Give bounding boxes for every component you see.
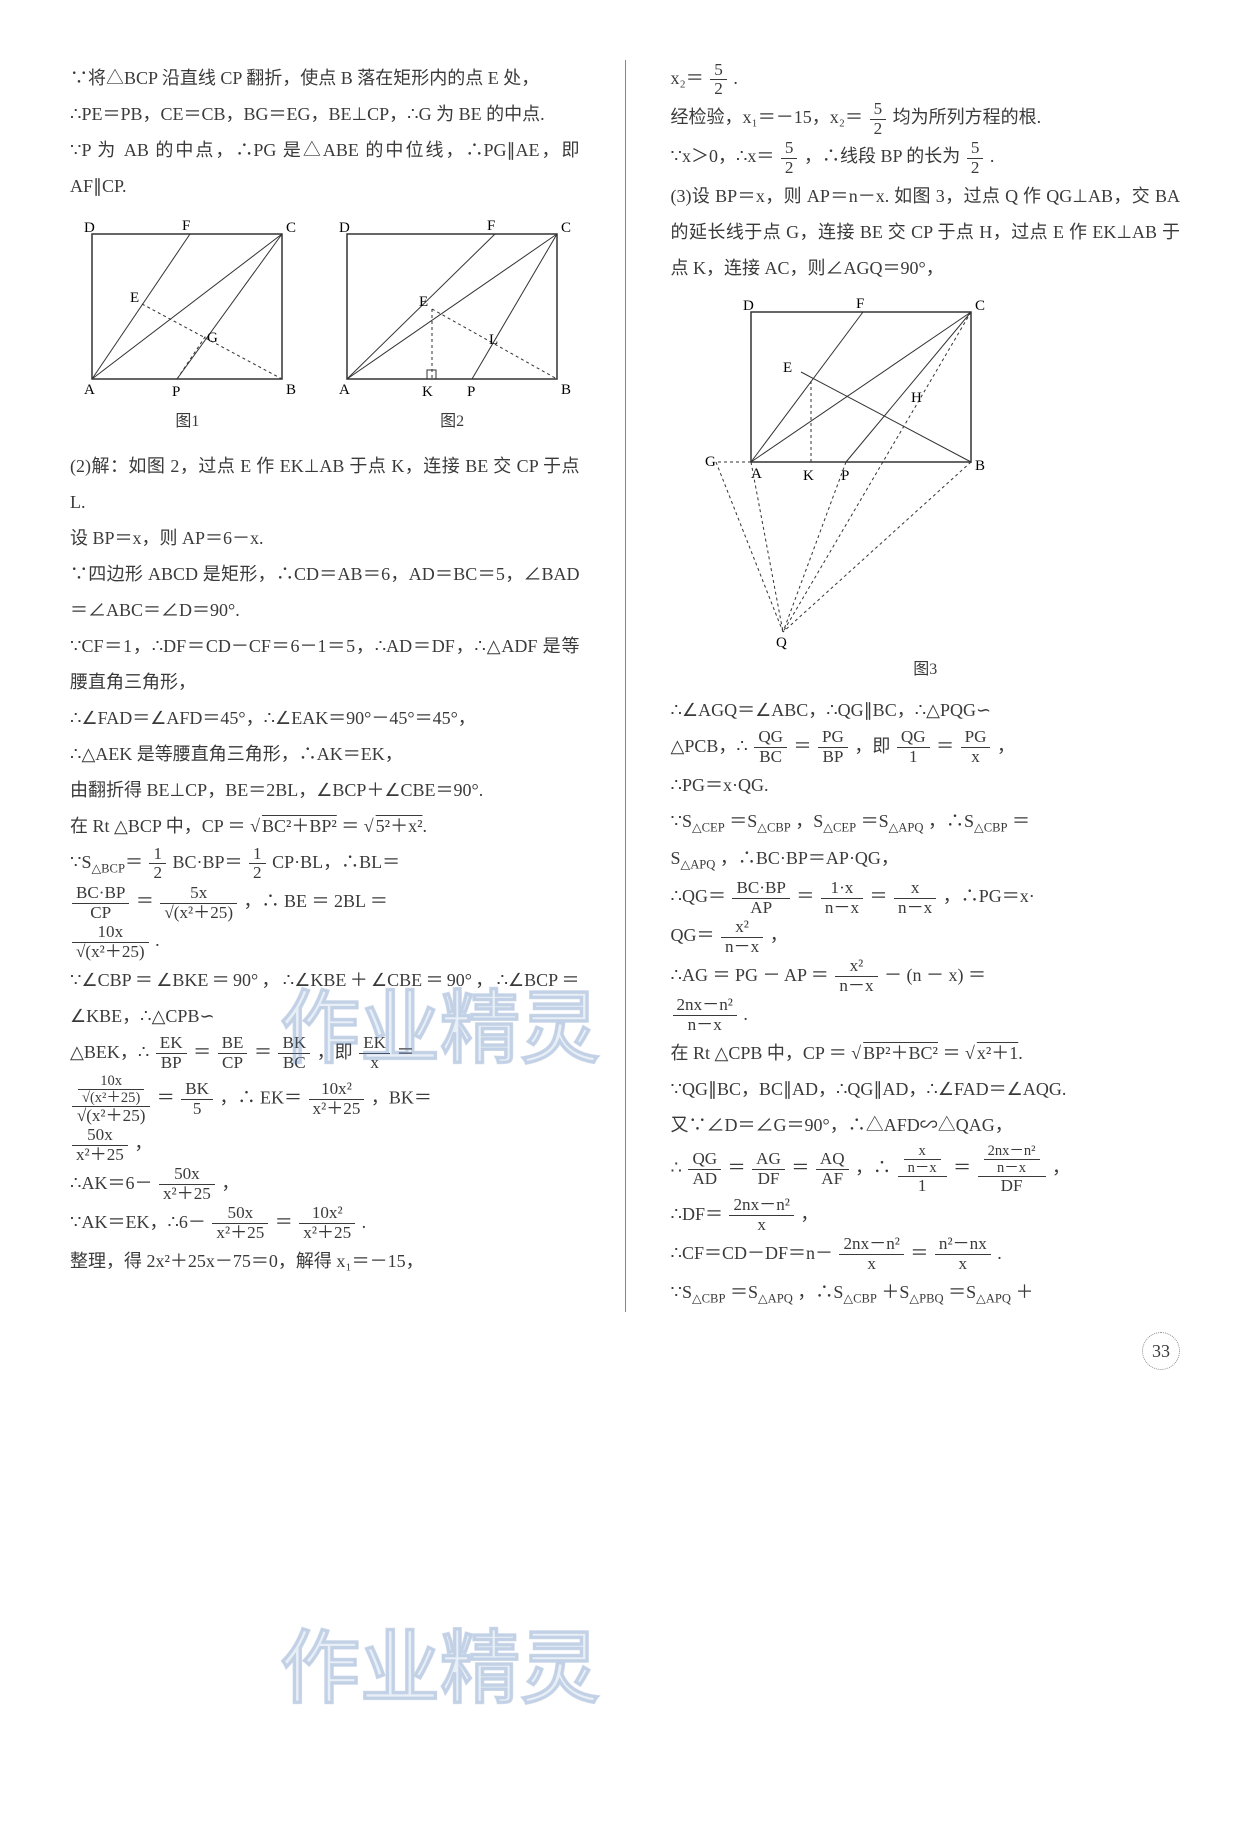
- text-line: 在 Rt △CPB 中，CP ＝ √BP²＋BC² ＝ √x²＋1.: [671, 1035, 1181, 1071]
- svg-text:F: F: [856, 296, 864, 312]
- fig2-svg: D F C A K P B E L: [327, 214, 577, 404]
- fig2-caption: 图2: [327, 406, 577, 438]
- text-line: x₂＝ 52 .: [671, 60, 1181, 99]
- text-line: ∵S△CEP ＝S△CBP ，S△CEP ＝S△APQ ，∴S△CBP ＝: [671, 803, 1181, 841]
- text-line: 整理，得 2x²＋25x－75＝0，解得 x₁＝－15，: [70, 1243, 580, 1279]
- text-line: ∵AK＝EK，∴6－ 50xx²＋25 ＝ 10x²x²＋25 .: [70, 1204, 580, 1243]
- text-line: ∴PE＝PB，CE＝CB，BG＝EG，BE⊥CP，∴G 为 BE 的中点.: [70, 96, 580, 132]
- text-line: QG＝ x²n－x ，: [671, 917, 1181, 956]
- text-line: △BEK，∴ EKBP ＝ BECP ＝ BKBC ，即 EKx ＝: [70, 1034, 580, 1073]
- page-number: 33: [70, 1332, 1180, 1370]
- text-line: ∵P 为 AB 的中点，∴PG 是△ABE 的中位线，∴PG∥AE，即 AF∥C…: [70, 132, 580, 204]
- text-line: (2)解：如图 2，过点 E 作 EK⊥AB 于点 K，连接 BE 交 CP 于…: [70, 448, 580, 520]
- text-line: ∵将△BCP 沿直线 CP 翻折，使点 B 落在矩形内的点 E 处，: [70, 60, 580, 96]
- text-line: 10x√(x²＋25) √(x²＋25) ＝ BK5 ，∴ EK＝ 10x²x²…: [70, 1073, 580, 1126]
- svg-text:C: C: [975, 298, 985, 314]
- text-line: ∴DF＝ 2nx－n²x ，: [671, 1196, 1181, 1235]
- svg-text:P: P: [467, 384, 475, 400]
- svg-text:D: D: [84, 220, 95, 236]
- text-line: 经检验，x₁＝－15，x₂＝ 52 均为所列方程的根.: [671, 99, 1181, 138]
- svg-text:E: E: [130, 290, 139, 306]
- text-line: ∵CF＝1，∴DF＝CD－CF＝6－1＝5，∴AD＝DF，∴△ADF 是等腰直角…: [70, 628, 580, 700]
- svg-text:H: H: [911, 390, 922, 406]
- text-line: 50xx²＋25 ，: [70, 1125, 580, 1164]
- fig1-svg: D F C A P B E G: [72, 214, 302, 404]
- svg-text:D: D: [339, 220, 350, 236]
- fig3-caption: 图3: [671, 654, 1181, 686]
- text-line: (3)设 BP＝x，则 AP＝n－x. 如图 3，过点 Q 作 QG⊥AB，交 …: [671, 178, 1181, 286]
- text-line: 10x√(x²＋25) .: [70, 922, 580, 961]
- text-line: ∵S△CBP ＝S△APQ ，∴S△CBP ＋S△PBQ ＝S△APQ ＋: [671, 1274, 1181, 1312]
- text-line: 设 BP＝x，则 AP＝6－x.: [70, 520, 580, 556]
- text-line: 由翻折得 BE⊥CP，BE＝2BL，∠BCP＋∠CBE＝90°.: [70, 772, 580, 808]
- svg-text:E: E: [783, 360, 792, 376]
- figure-row: D F C A P B E G 图1 D F C A: [70, 214, 580, 438]
- svg-text:E: E: [419, 294, 428, 310]
- text-line: ∴CF＝CD－DF＝n－ 2nx－n²x ＝ n²－nxx .: [671, 1235, 1181, 1274]
- svg-text:C: C: [561, 220, 571, 236]
- svg-text:K: K: [422, 384, 433, 400]
- svg-text:P: P: [841, 468, 849, 484]
- text-line: S△APQ ，∴BC·BP＝AP·QG，: [671, 840, 1181, 878]
- text-line: △PCB，∴ QGBC ＝ PGBP ，即 QG1 ＝ PGx ，: [671, 728, 1181, 767]
- text-line: 在 Rt △BCP 中，CP ＝ √BC²＋BP² ＝ √5²＋x².: [70, 808, 580, 844]
- svg-text:F: F: [182, 218, 190, 234]
- text-line: ∴PG＝x·QG.: [671, 767, 1181, 803]
- right-column: x₂＝ 52 . 经检验，x₁＝－15，x₂＝ 52 均为所列方程的根. ∵x＞…: [671, 60, 1181, 1312]
- text-line: ∴ QGAD ＝ AGDF ＝ AQAF ，∴ xn－x 1 ＝ 2nx－n²n…: [671, 1143, 1181, 1196]
- svg-text:C: C: [286, 220, 296, 236]
- svg-text:D: D: [743, 298, 754, 314]
- page-columns: ∵将△BCP 沿直线 CP 翻折，使点 B 落在矩形内的点 E 处， ∴PE＝P…: [70, 60, 1180, 1312]
- svg-text:B: B: [561, 382, 571, 398]
- text-line: ∴QG＝ BC·BPAP ＝ 1·xn－x ＝ xn－x ，∴PG＝x·: [671, 878, 1181, 917]
- text-line: ∴△AEK 是等腰直角三角形，∴AK＝EK，: [70, 736, 580, 772]
- text-line: ∴∠AGQ＝∠ABC，∴QG∥BC，∴△PQG∽: [671, 692, 1181, 728]
- figure-3: D F C G A K P B E H Q 图3: [671, 292, 1181, 686]
- text-line: 又∵∠D＝∠G＝90°，∴△AFD∽△QAG，: [671, 1107, 1181, 1143]
- svg-text:P: P: [172, 384, 180, 400]
- fig1-caption: 图1: [72, 406, 302, 438]
- text-line: ∵∠CBP＝∠BKE＝90°，∴∠KBE＋∠CBE＝90°，∴∠BCP＝∠KBE…: [70, 962, 580, 1034]
- text-line: BC·BPCP ＝ 5x√(x²＋25) ，∴ BE ＝ 2BL ＝: [70, 883, 580, 922]
- svg-text:G: G: [705, 454, 716, 470]
- text-line: ∵x＞0，∴x＝ 52 ，∴线段 BP 的长为 52 .: [671, 138, 1181, 177]
- svg-text:B: B: [975, 458, 985, 474]
- text-line: ∴∠FAD＝∠AFD＝45°，∴∠EAK＝90°－45°＝45°，: [70, 700, 580, 736]
- text-line: ∵四边形 ABCD 是矩形，∴CD＝AB＝6，AD＝BC＝5，∠BAD＝∠ABC…: [70, 556, 580, 628]
- svg-text:K: K: [803, 468, 814, 484]
- svg-text:B: B: [286, 382, 296, 398]
- fig3-svg: D F C G A K P B E H Q: [671, 292, 1011, 652]
- text-line: ∵S△BCP＝ 12 BC·BP＝ 12 CP·BL，∴BL＝: [70, 844, 580, 883]
- text-line: ∴AK＝6－ 50xx²＋25 ，: [70, 1165, 580, 1204]
- svg-text:A: A: [339, 382, 350, 398]
- figure-2: D F C A K P B E L 图2: [327, 214, 577, 438]
- left-column: ∵将△BCP 沿直线 CP 翻折，使点 B 落在矩形内的点 E 处， ∴PE＝P…: [70, 60, 580, 1312]
- text-line: ∵QG∥BC，BC∥AD，∴QG∥AD，∴∠FAD＝∠AQG.: [671, 1071, 1181, 1107]
- text-line: 2nx－n²n－x .: [671, 996, 1181, 1035]
- column-divider: [625, 60, 626, 1312]
- figure-1: D F C A P B E G 图1: [72, 214, 302, 438]
- svg-text:A: A: [84, 382, 95, 398]
- svg-text:G: G: [207, 330, 218, 346]
- svg-text:L: L: [489, 332, 498, 348]
- svg-text:F: F: [487, 218, 495, 234]
- svg-text:Q: Q: [776, 635, 787, 651]
- watermark-2: 作业精灵: [280, 1590, 600, 1750]
- text-line: ∴AG ＝ PG － AP ＝ x²n－x － (n － x) ＝: [671, 957, 1181, 996]
